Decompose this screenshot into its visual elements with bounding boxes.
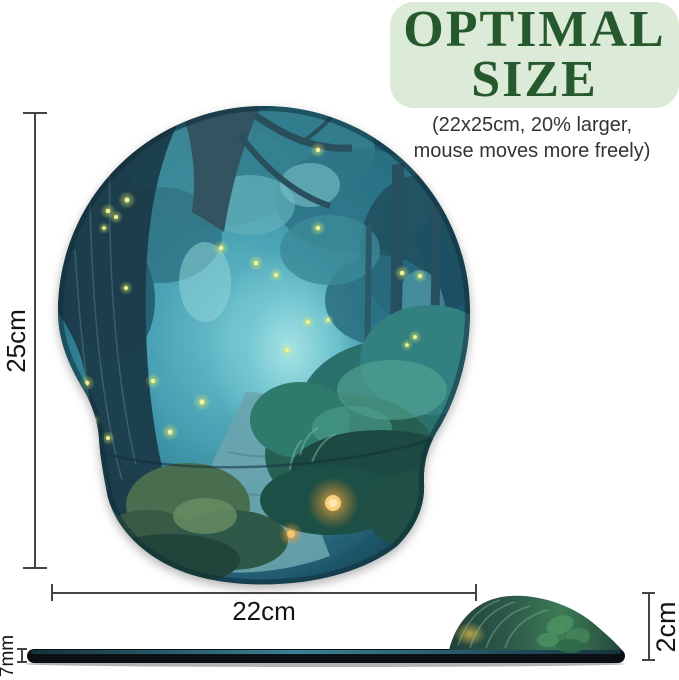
size-subtitle: (22x25cm, 20% larger, mouse moves more f… xyxy=(385,112,679,164)
wrist-height-dimension-label: 2cm xyxy=(651,601,679,653)
badge-title-line2: SIZE xyxy=(471,51,598,108)
optimal-size-badge: OPTIMAL SIZE xyxy=(390,2,679,108)
subtitle-line1: (22x25cm, 20% larger, xyxy=(431,114,633,136)
height-dimension-line xyxy=(34,113,36,569)
wrist-height-dimension-cap-top xyxy=(642,592,655,594)
wrist-height-dimension-line xyxy=(648,593,650,661)
width-dimension-cap-left xyxy=(51,584,53,601)
wrist-height-dimension-cap-bottom xyxy=(642,659,655,661)
height-dimension-cap-top xyxy=(23,112,47,114)
badge-title-line1: OPTIMAL xyxy=(403,1,666,58)
thickness-dimension-line xyxy=(21,649,23,663)
wrist-rest-seam xyxy=(92,438,431,469)
width-dimension-line xyxy=(52,592,477,594)
thickness-dimension-label: 7mm xyxy=(0,634,18,678)
thickness-dimension-cap-top xyxy=(17,648,27,650)
mousepad-top-view xyxy=(58,106,470,585)
thickness-dimension-cap-bottom xyxy=(17,661,27,663)
height-dimension-label: 25cm xyxy=(1,309,31,373)
mousepad-side-view xyxy=(25,595,625,667)
width-dimension-label: 22cm xyxy=(232,596,296,626)
height-dimension-cap-bottom xyxy=(23,567,47,569)
dome-leaves xyxy=(537,615,590,653)
width-dimension-cap-right xyxy=(475,584,477,601)
subtitle-line2: mouse moves more freely) xyxy=(413,140,651,162)
